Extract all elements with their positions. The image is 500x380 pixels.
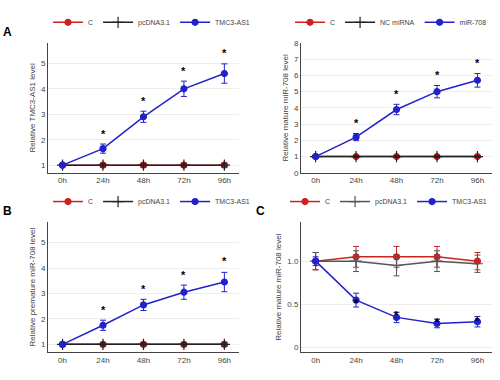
svg-text:5: 5 <box>294 87 299 96</box>
svg-text:96h: 96h <box>218 176 231 185</box>
svg-text:TMC3-AS1: TMC3-AS1 <box>215 198 250 205</box>
svg-text:*: * <box>435 69 440 81</box>
svg-text:*: * <box>141 283 146 295</box>
svg-text:*: * <box>222 255 227 267</box>
svg-text:*: * <box>475 315 480 327</box>
svg-text:48h: 48h <box>390 176 403 185</box>
svg-text:4: 4 <box>294 104 299 113</box>
svg-text:*: * <box>435 316 440 328</box>
svg-text:C: C <box>256 204 265 218</box>
svg-text:24h: 24h <box>349 176 362 185</box>
svg-text:24h: 24h <box>96 176 109 185</box>
svg-text:96h: 96h <box>218 356 231 365</box>
svg-text:3: 3 <box>294 120 299 129</box>
svg-text:Relative mature miR-708 level: Relative mature miR-708 level <box>281 54 290 161</box>
svg-text:TMC3-AS1: TMC3-AS1 <box>215 19 250 26</box>
svg-text:*: * <box>354 117 359 129</box>
svg-text:72h: 72h <box>177 356 190 365</box>
svg-text:*: * <box>354 297 359 309</box>
svg-text:C: C <box>325 198 330 205</box>
svg-text:2: 2 <box>41 136 46 145</box>
svg-text:*: * <box>394 309 399 321</box>
svg-text:96h: 96h <box>471 176 484 185</box>
svg-text:1.0: 1.0 <box>287 257 299 266</box>
svg-text:6: 6 <box>294 71 299 80</box>
svg-text:1: 1 <box>41 161 46 170</box>
svg-text:pcDNA3.1: pcDNA3.1 <box>138 19 170 27</box>
svg-text:2: 2 <box>41 315 46 324</box>
svg-text:C: C <box>88 19 93 26</box>
svg-text:7: 7 <box>294 55 299 64</box>
svg-text:0: 0 <box>294 169 299 178</box>
svg-text:B: B <box>3 204 12 218</box>
svg-text:*: * <box>394 88 399 100</box>
svg-text:2: 2 <box>294 136 299 145</box>
svg-text:*: * <box>101 128 106 140</box>
svg-text:0h: 0h <box>311 176 320 185</box>
svg-text:1: 1 <box>41 340 46 349</box>
svg-text:5: 5 <box>41 59 46 68</box>
svg-text:0.5: 0.5 <box>287 300 299 309</box>
svg-text:3: 3 <box>41 289 46 298</box>
svg-text:C: C <box>330 19 335 26</box>
svg-text:48h: 48h <box>137 356 150 365</box>
svg-text:0h: 0h <box>58 356 67 365</box>
svg-text:72h: 72h <box>430 356 443 365</box>
svg-text:*: * <box>141 95 146 107</box>
svg-text:48h: 48h <box>390 356 403 365</box>
svg-text:*: * <box>475 57 480 69</box>
svg-text:0h: 0h <box>58 176 67 185</box>
svg-text:24h: 24h <box>349 356 362 365</box>
svg-text:Relative premature miR-708 lev: Relative premature miR-708 level <box>28 228 37 347</box>
svg-text:5: 5 <box>41 238 46 247</box>
svg-text:Relative TMC3-AS1 level: Relative TMC3-AS1 level <box>28 63 37 152</box>
svg-text:48h: 48h <box>137 176 150 185</box>
svg-text:24h: 24h <box>96 356 109 365</box>
svg-text:0h: 0h <box>311 356 320 365</box>
svg-text:TMC3-AS1: TMC3-AS1 <box>452 198 487 205</box>
svg-text:*: * <box>181 65 186 77</box>
svg-text:8: 8 <box>294 39 299 48</box>
svg-text:4: 4 <box>41 85 46 94</box>
svg-text:Relative mature miR-708 level: Relative mature miR-708 level <box>274 233 283 340</box>
svg-text:*: * <box>101 304 106 316</box>
svg-text:pcDNA3.1: pcDNA3.1 <box>138 198 170 206</box>
svg-text:pcDNA3.1: pcDNA3.1 <box>375 198 407 206</box>
svg-text:A: A <box>3 25 12 39</box>
svg-text:*: * <box>181 269 186 281</box>
svg-text:C: C <box>88 198 93 205</box>
svg-text:3: 3 <box>41 110 46 119</box>
svg-text:0: 0 <box>294 343 299 352</box>
svg-text:NC miRNA: NC miRNA <box>380 19 415 26</box>
svg-text:4: 4 <box>41 264 46 273</box>
svg-text:72h: 72h <box>430 176 443 185</box>
svg-text:72h: 72h <box>177 176 190 185</box>
svg-text:96h: 96h <box>471 356 484 365</box>
svg-text:miR-708: miR-708 <box>460 19 487 26</box>
svg-text:*: * <box>222 47 227 59</box>
svg-text:1: 1 <box>294 152 299 161</box>
